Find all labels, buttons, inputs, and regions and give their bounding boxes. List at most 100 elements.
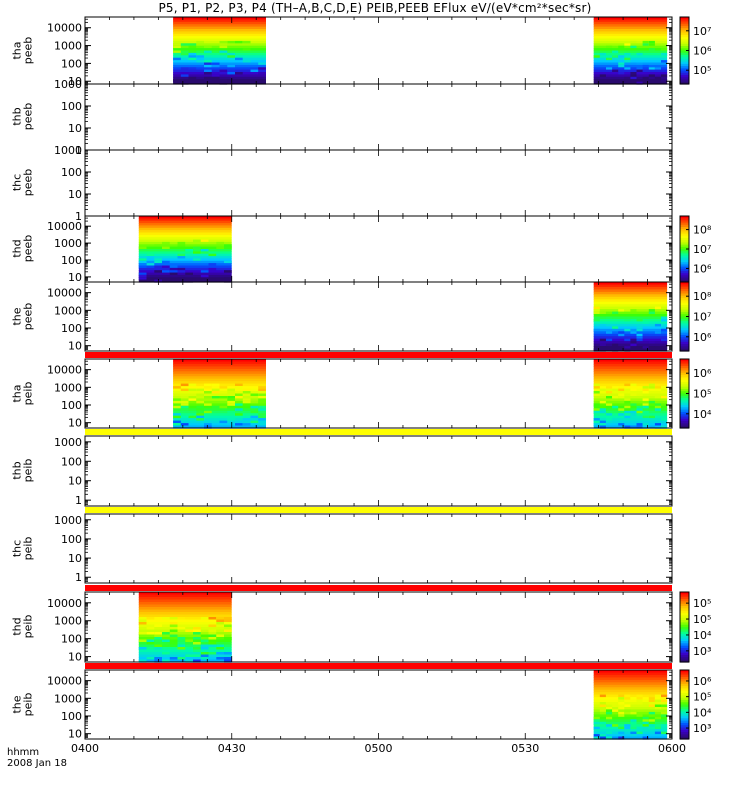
spectrogram-cell <box>146 253 155 257</box>
spectrogram-cell <box>200 639 209 643</box>
spectrogram-cell <box>612 736 619 740</box>
colorbar-segment <box>680 729 689 733</box>
spectrogram-cell <box>661 52 668 56</box>
spectrogram-cell <box>227 410 235 414</box>
colorbar-segment <box>680 330 689 334</box>
colorbar-segment <box>680 732 689 735</box>
spectrogram-cell <box>599 709 606 713</box>
y-tick-label: 10000 <box>47 220 82 233</box>
spectrogram-row <box>173 400 266 404</box>
colorbar-segment <box>680 321 689 324</box>
spectrogram-row <box>593 373 668 377</box>
spectrogram-cell <box>618 697 625 701</box>
panel-ylabel: peib <box>21 614 35 639</box>
spectrogram-cell <box>599 734 606 738</box>
spectrogram-cell <box>242 40 251 44</box>
x-tick-label: 0400 <box>71 742 99 755</box>
spectrogram-row <box>593 26 668 30</box>
spectrogram-row <box>173 33 266 37</box>
spectrogram-row <box>593 60 668 64</box>
spectrogram-cell <box>654 726 661 730</box>
spectrogram-row <box>138 270 232 274</box>
spectrogram-row <box>593 724 668 728</box>
spectrogram-cell <box>636 699 643 703</box>
colorbar-segment <box>680 370 689 374</box>
spectrogram-cell <box>169 629 178 633</box>
spectrogram-row <box>138 274 232 278</box>
spectrogram-row <box>593 306 668 310</box>
colorbar-segment <box>680 641 689 644</box>
spectrogram-cell <box>606 396 613 400</box>
spectrogram-cell <box>618 726 625 730</box>
spectrogram-cell <box>618 393 625 397</box>
spectrogram-cell <box>606 57 613 61</box>
y-tick-label: 10 <box>68 651 82 664</box>
spectrogram-cell <box>177 256 186 260</box>
spectrogram-cell <box>250 391 259 395</box>
colorbar-segment <box>680 284 689 288</box>
spectrogram-cell <box>154 617 162 621</box>
y-tick-label: 10000 <box>47 364 82 377</box>
spectrogram-row <box>138 649 232 653</box>
spectrogram-cell <box>642 333 649 337</box>
spectrogram-cell <box>661 338 668 342</box>
spectrogram-row <box>593 81 668 85</box>
colorbar-segment <box>680 716 689 719</box>
spectrogram-cell <box>612 709 619 713</box>
spectrogram-cell <box>216 652 224 656</box>
spectrogram-cell <box>242 391 251 395</box>
colorbar-segment <box>680 238 689 241</box>
spectrogram-row <box>173 410 266 414</box>
spectrogram-cell <box>146 642 155 646</box>
colorbar-segment <box>680 414 689 418</box>
spectrogram-row <box>173 26 266 30</box>
spectrogram-cell <box>642 418 649 422</box>
spectrogram-row <box>593 670 668 674</box>
spectrogram-cell <box>193 642 201 646</box>
spectrogram-cell <box>242 48 251 52</box>
panel-frame <box>84 83 673 151</box>
spectrogram-cell <box>606 45 613 49</box>
spectrogram-cell <box>624 724 631 728</box>
spectrogram-row <box>173 55 266 59</box>
spectrogram-cell <box>196 388 204 392</box>
spectrogram-cell <box>661 714 668 718</box>
spectrogram-cell <box>593 403 600 407</box>
spectrogram-cell <box>593 319 600 323</box>
spectrogram-cell <box>162 270 170 274</box>
spectrogram-cell <box>204 425 212 429</box>
colorbar-segment <box>680 622 689 626</box>
spectrogram-row <box>593 284 668 288</box>
spectrogram-row <box>138 652 232 656</box>
colorbar-label: 10⁶ <box>693 675 712 688</box>
spectrogram-cell <box>211 391 220 395</box>
colorbar-segment <box>680 61 689 65</box>
spectrogram-row <box>593 299 668 303</box>
spectrogram-cell <box>612 50 619 54</box>
spectrogram-cell <box>219 386 228 390</box>
spectrogram-row <box>593 333 668 337</box>
spectrogram-row <box>593 714 668 718</box>
spectrogram-cell <box>630 734 637 738</box>
spectrogram-row <box>593 684 668 688</box>
spectrogram-row <box>173 383 266 387</box>
spectrogram-row <box>593 67 668 71</box>
spectrogram-cell <box>227 418 235 422</box>
spectrogram-row <box>593 50 668 54</box>
spectrogram-cell <box>618 62 625 66</box>
spectrogram-cell <box>219 405 228 409</box>
spectrogram-cell <box>618 413 625 417</box>
colorbar-segment <box>680 37 689 40</box>
spectrogram-cell <box>208 253 217 257</box>
spectrogram-cell <box>648 309 655 313</box>
spectrogram-cell <box>196 55 204 59</box>
colorbar-segment <box>680 309 689 313</box>
spectrogram-cell <box>200 274 209 278</box>
spectrogram-cell <box>612 69 619 73</box>
spectrogram-cell <box>204 403 212 407</box>
spectrogram-row <box>173 38 266 42</box>
spectrogram-cell <box>227 396 235 400</box>
spectrogram-cell <box>654 423 661 427</box>
spectrogram-cell <box>624 52 631 56</box>
spectrogram-cell <box>612 724 619 728</box>
